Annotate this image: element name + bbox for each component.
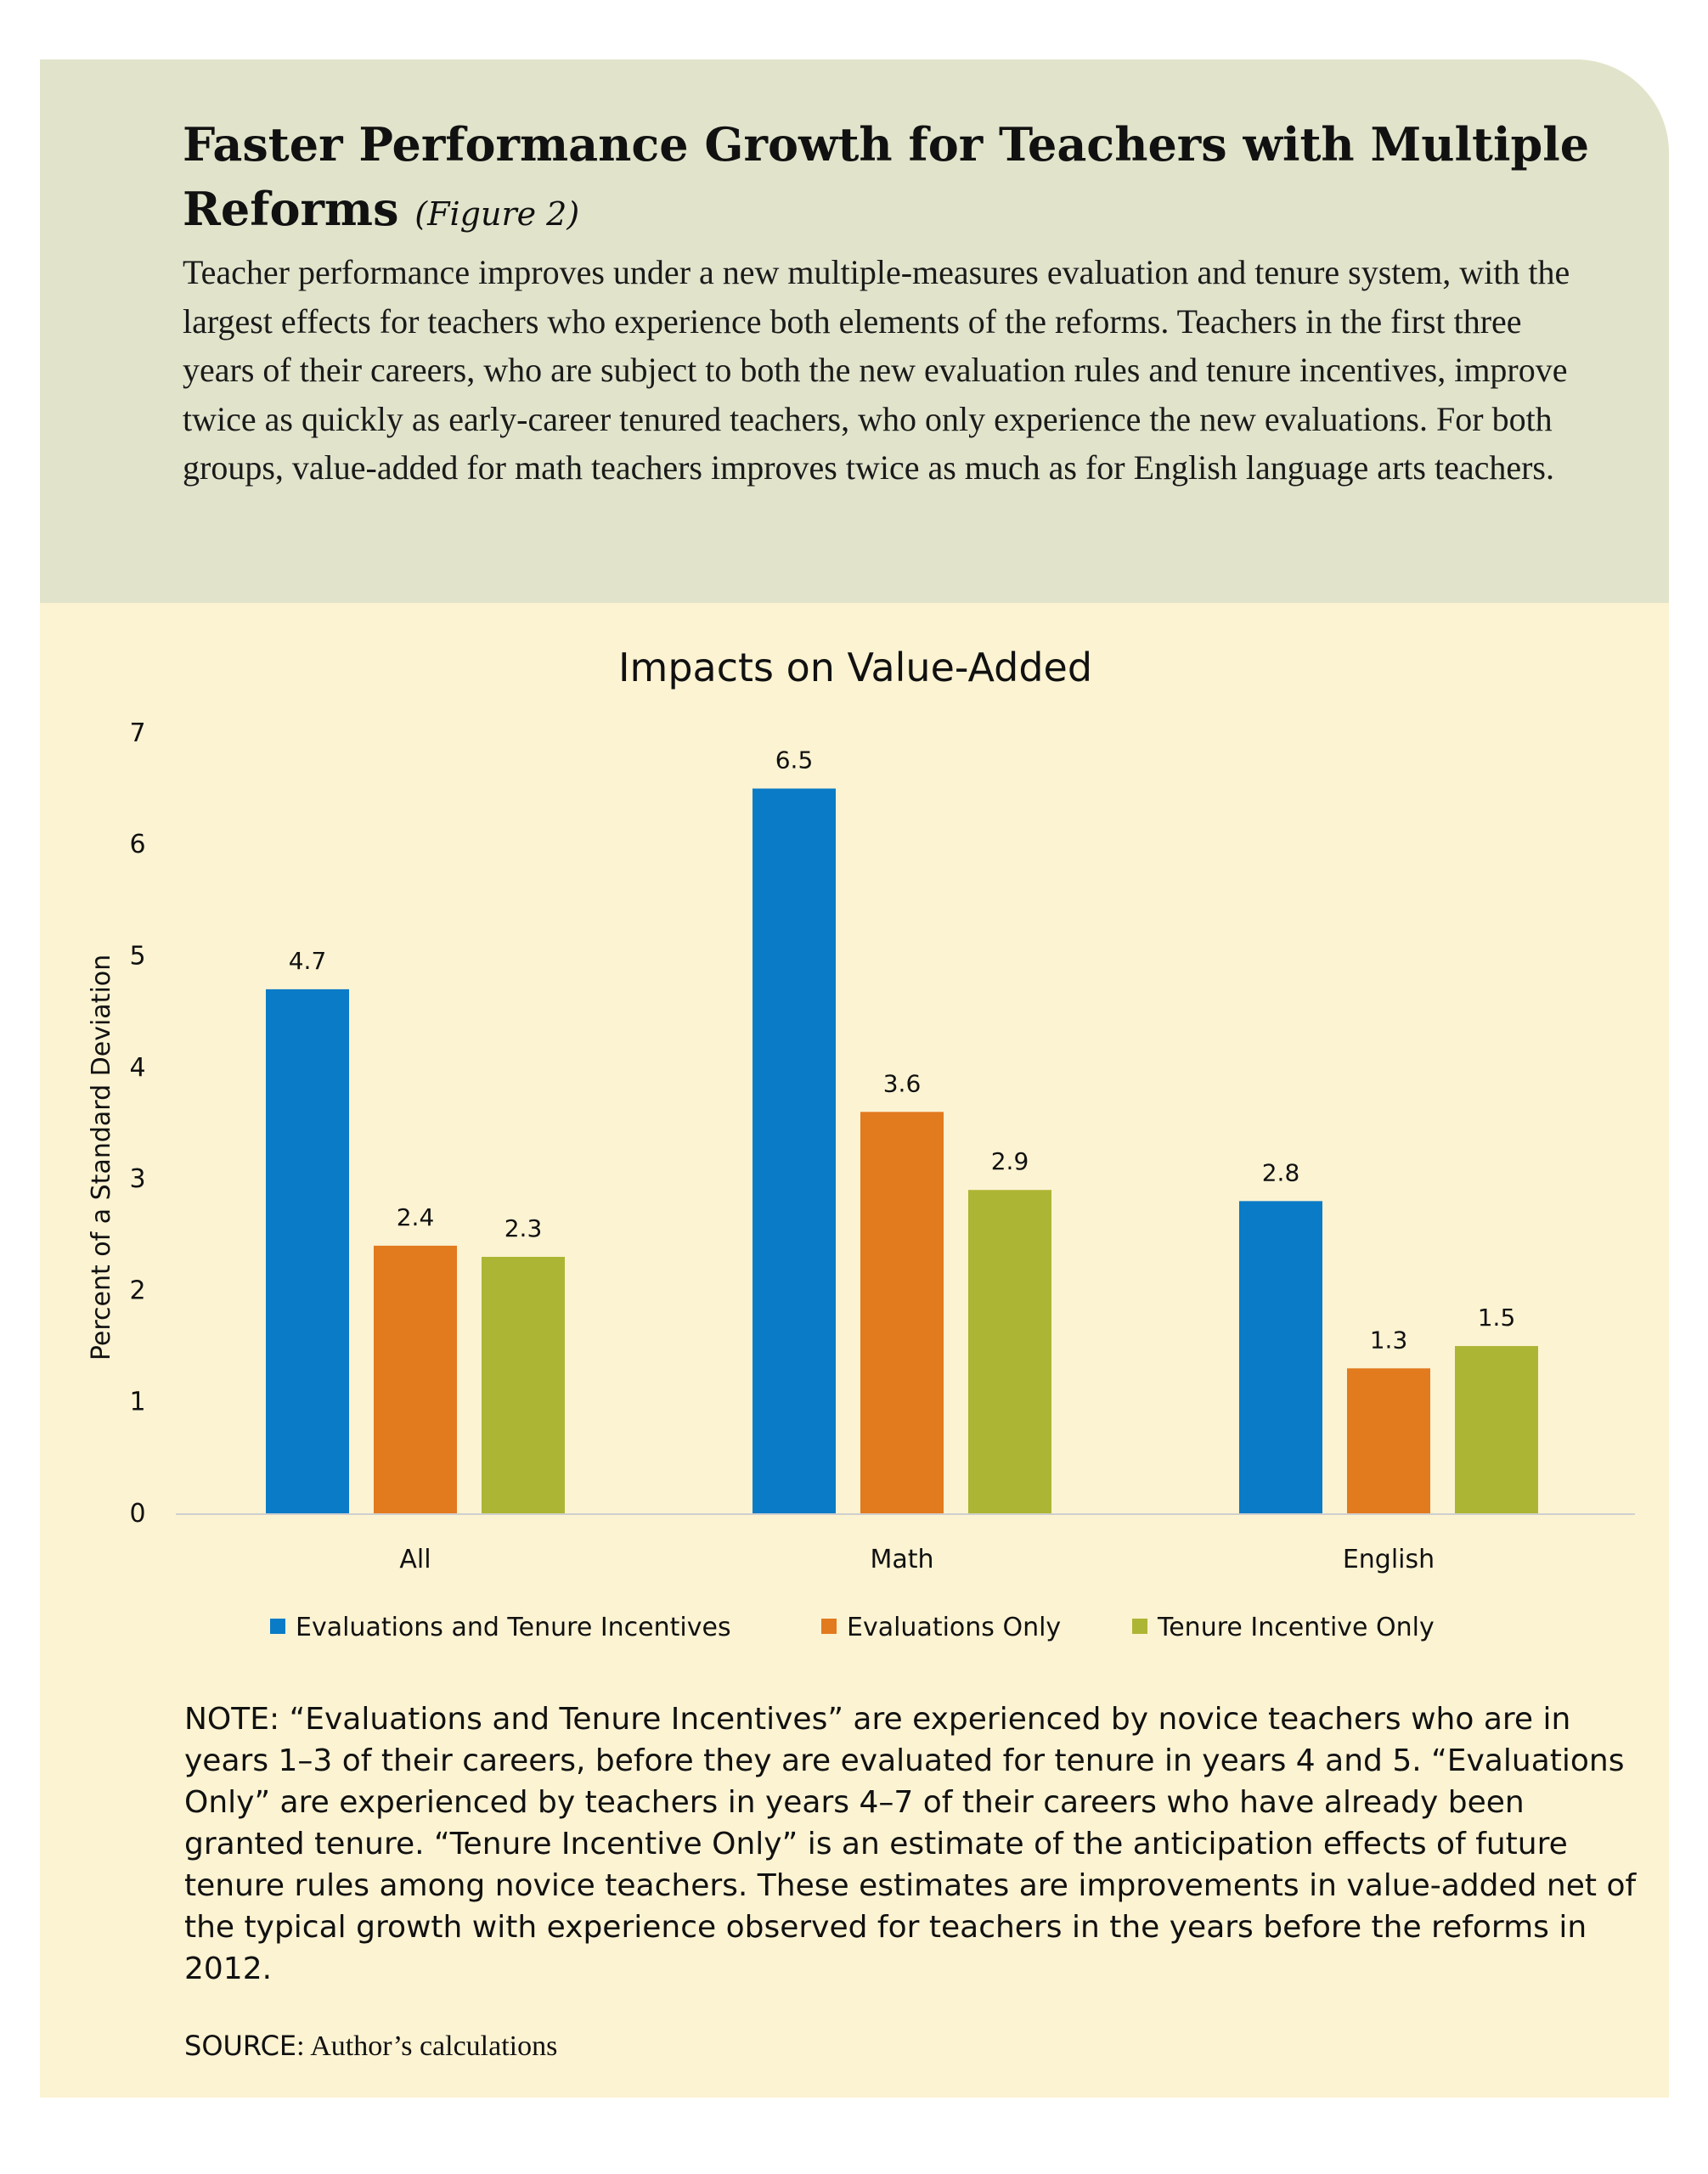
bar: [1239, 1201, 1322, 1513]
x-tick-label: Math: [870, 1545, 933, 1574]
x-tick-label: All: [399, 1545, 431, 1574]
bar-value-label: 2.8: [1262, 1158, 1300, 1186]
y-tick-label: 7: [129, 718, 145, 748]
legend-label: Evaluations and Tenure Incentives: [296, 1613, 731, 1642]
bar: [860, 1112, 944, 1513]
y-tick-label: 1: [129, 1388, 145, 1417]
y-tick-label: 5: [129, 942, 145, 972]
y-tick-label: 0: [129, 1499, 145, 1529]
legend-label: Tenure Incentive Only: [1157, 1613, 1435, 1642]
y-axis-label: Percent of a Standard Deviation: [87, 955, 116, 1360]
bar-value-label: 4.7: [289, 947, 327, 975]
bar: [266, 988, 349, 1513]
legend-swatch: [270, 1619, 285, 1634]
legend: Evaluations and Tenure Incentives Evaluat…: [270, 1613, 1435, 1642]
y-tick-label: 2: [129, 1276, 145, 1305]
bar-value-label: 3.6: [883, 1069, 922, 1097]
source-line: SOURCE: Author’s calculations: [184, 2030, 1628, 2063]
bar: [482, 1257, 565, 1513]
bar-value-label: 2.9: [991, 1147, 1029, 1175]
figure-reference: (Figure 2): [414, 195, 580, 233]
bar: [1347, 1368, 1430, 1513]
bar-value-label: 1.3: [1370, 1326, 1408, 1354]
bar-chart: Impacts on Value-Added 0 1 2 3 4 5 6 7 Percent …: [87, 645, 1635, 1642]
figure-card: Faster Performance Growth for Teachers w…: [40, 59, 1669, 2098]
x-axis-ticks: All Math English: [399, 1545, 1435, 1574]
source-text: : Author’s calculations: [296, 2030, 558, 2062]
chart-title: Impacts on Value-Added: [618, 645, 1092, 690]
bar-value-label: 1.5: [1478, 1304, 1516, 1332]
y-tick-label: 3: [129, 1164, 145, 1194]
bar: [374, 1245, 457, 1513]
header-panel: Faster Performance Growth for Teachers w…: [40, 59, 1669, 603]
bar-value-label: 2.3: [505, 1214, 543, 1242]
y-axis-ticks: 0 1 2 3 4 5 6 7: [129, 718, 145, 1529]
y-tick-label: 4: [129, 1053, 145, 1083]
figure-title-text: Faster Performance Growth for Teachers w…: [183, 117, 1590, 236]
data-labels-group: 4.7 6.5 2.8 2.4 3.6 1.3 2.3 2.9 1.5: [289, 746, 1516, 1355]
note-text: NOTE: “Evaluations and Tenure Incentives…: [184, 1702, 1637, 1986]
bar: [1455, 1346, 1538, 1513]
figure-description: Teacher performance improves under a new…: [183, 253, 1570, 487]
bar-value-label: 6.5: [775, 746, 814, 774]
bar: [968, 1190, 1051, 1513]
y-tick-label: 6: [129, 830, 145, 859]
bar: [753, 788, 836, 1513]
legend-swatch: [1132, 1619, 1147, 1634]
figure-title: Faster Performance Growth for Teachers w…: [183, 112, 1626, 246]
legend-swatch: [821, 1619, 837, 1634]
legend-label: Evaluations Only: [847, 1613, 1061, 1642]
bar-value-label: 2.4: [397, 1203, 435, 1231]
x-tick-label: English: [1343, 1545, 1435, 1574]
source-key: SOURCE: [184, 2030, 297, 2062]
bars-group: [266, 788, 1538, 1513]
